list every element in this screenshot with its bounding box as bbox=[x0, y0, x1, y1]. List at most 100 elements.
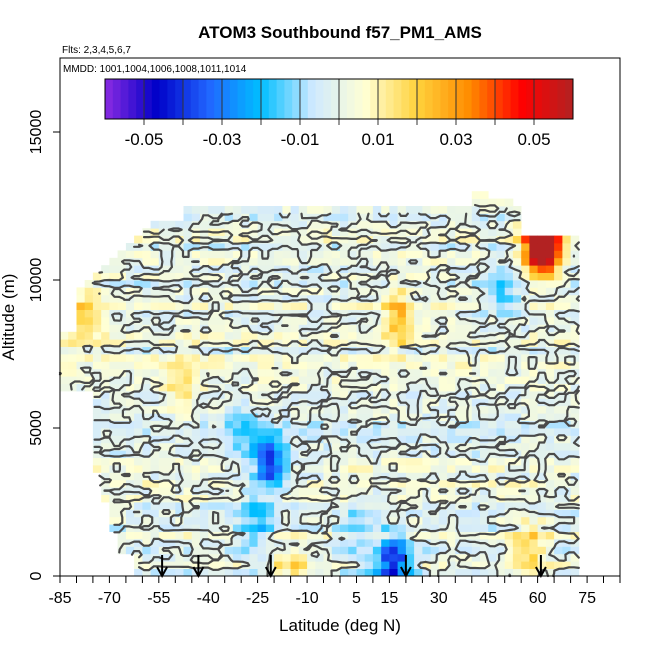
heatmap-cell bbox=[389, 250, 398, 259]
heatmap-cell bbox=[232, 428, 242, 436]
heatmap-cell bbox=[150, 220, 160, 229]
colorbar-swatch bbox=[456, 79, 465, 119]
heatmap-cell bbox=[364, 494, 374, 503]
heatmap-cell bbox=[389, 546, 398, 555]
heatmap-cell bbox=[529, 302, 538, 310]
heatmap-cell bbox=[381, 450, 390, 458]
heatmap-cell bbox=[471, 346, 481, 355]
heatmap-cell bbox=[447, 516, 456, 525]
heatmap-cell bbox=[282, 309, 291, 318]
heatmap-cell bbox=[224, 539, 234, 547]
heatmap-cell bbox=[488, 287, 497, 296]
heatmap-cell bbox=[257, 368, 267, 377]
heatmap-cell bbox=[381, 457, 390, 466]
colorbar-swatch bbox=[370, 79, 379, 119]
heatmap-cell bbox=[340, 487, 349, 495]
heatmap-cell bbox=[216, 420, 226, 429]
heatmap-cell bbox=[241, 324, 250, 333]
heatmap-cell bbox=[488, 553, 497, 562]
heatmap-cell bbox=[257, 317, 267, 325]
heatmap-cell bbox=[430, 287, 440, 296]
heatmap-cell bbox=[414, 391, 423, 399]
colorbar-swatch bbox=[471, 79, 480, 119]
heatmap-cell bbox=[512, 206, 522, 214]
heatmap-cell bbox=[224, 472, 234, 481]
heatmap-cell bbox=[323, 354, 333, 362]
heatmap-cell bbox=[480, 272, 489, 281]
heatmap-cell bbox=[570, 398, 580, 407]
heatmap-cell bbox=[455, 435, 464, 444]
heatmap-cell bbox=[191, 398, 201, 407]
heatmap-cell bbox=[455, 317, 464, 325]
heatmap-cell bbox=[496, 539, 506, 547]
heatmap-cell bbox=[340, 206, 349, 214]
heatmap-cell bbox=[331, 561, 341, 569]
heatmap-cell bbox=[529, 465, 538, 473]
heatmap-cell bbox=[142, 428, 151, 436]
heatmap-cell bbox=[183, 413, 193, 421]
heatmap-cell bbox=[183, 294, 193, 303]
heatmap-cell bbox=[529, 265, 538, 273]
heatmap-cell bbox=[405, 324, 415, 333]
heatmap-cell bbox=[521, 405, 530, 414]
heatmap-cell bbox=[348, 420, 357, 429]
heatmap-cell bbox=[117, 317, 127, 325]
heatmap-cell bbox=[274, 206, 283, 214]
heatmap-cell bbox=[142, 546, 151, 555]
heatmap-cell bbox=[537, 413, 547, 421]
heatmap-cell bbox=[414, 524, 423, 532]
heatmap-cell bbox=[570, 553, 580, 562]
heatmap-cell bbox=[167, 398, 176, 407]
heatmap-cell bbox=[150, 509, 160, 518]
heatmap-cell bbox=[60, 361, 69, 370]
heatmap-cell bbox=[348, 465, 357, 473]
heatmap-cell bbox=[323, 317, 333, 325]
heatmap-cell bbox=[232, 450, 242, 458]
heatmap-cell bbox=[175, 294, 184, 303]
heatmap-cell bbox=[438, 339, 448, 347]
heatmap-cell bbox=[290, 243, 300, 251]
heatmap-cell bbox=[109, 502, 118, 510]
heatmap-cell bbox=[512, 302, 522, 310]
heatmap-cell bbox=[463, 324, 473, 333]
heatmap-cell bbox=[92, 361, 102, 370]
heatmap-cell bbox=[356, 265, 366, 273]
heatmap-cell bbox=[208, 317, 217, 325]
heatmap-cell bbox=[521, 272, 530, 281]
heatmap-cell bbox=[348, 361, 357, 370]
heatmap-cell bbox=[537, 487, 547, 495]
heatmap-cell bbox=[265, 442, 275, 451]
heatmap-cell bbox=[167, 272, 176, 281]
heatmap-cell bbox=[463, 479, 473, 488]
heatmap-cell bbox=[554, 479, 563, 488]
heatmap-cell bbox=[274, 457, 283, 466]
heatmap-cell bbox=[570, 413, 580, 421]
heatmap-cell bbox=[340, 502, 349, 510]
heatmap-cell bbox=[232, 568, 242, 577]
heatmap-cell bbox=[562, 457, 571, 466]
heatmap-cell bbox=[356, 354, 366, 362]
heatmap-cell bbox=[290, 220, 300, 229]
heatmap-cell bbox=[554, 257, 563, 266]
heatmap-cell bbox=[109, 487, 118, 495]
heatmap-cell bbox=[529, 361, 538, 370]
heatmap-cell bbox=[323, 539, 333, 547]
heatmap-cell bbox=[150, 339, 160, 347]
heatmap-cell bbox=[290, 287, 300, 296]
heatmap-cell bbox=[512, 413, 522, 421]
heatmap-cell bbox=[167, 561, 176, 569]
heatmap-cell bbox=[224, 317, 234, 325]
heatmap-cell bbox=[372, 346, 382, 355]
heatmap-cell bbox=[381, 546, 390, 555]
heatmap-cell bbox=[290, 376, 300, 384]
heatmap-cell bbox=[438, 250, 448, 259]
colorbar-swatch bbox=[253, 79, 262, 119]
heatmap-cell bbox=[134, 294, 143, 303]
heatmap-cell bbox=[232, 413, 242, 421]
heatmap-cell bbox=[545, 553, 555, 562]
heatmap-cell bbox=[381, 294, 390, 303]
heatmap-cell bbox=[241, 243, 250, 251]
heatmap-cell bbox=[109, 272, 118, 281]
heatmap-cell bbox=[76, 383, 86, 392]
heatmap-cell bbox=[397, 561, 407, 569]
